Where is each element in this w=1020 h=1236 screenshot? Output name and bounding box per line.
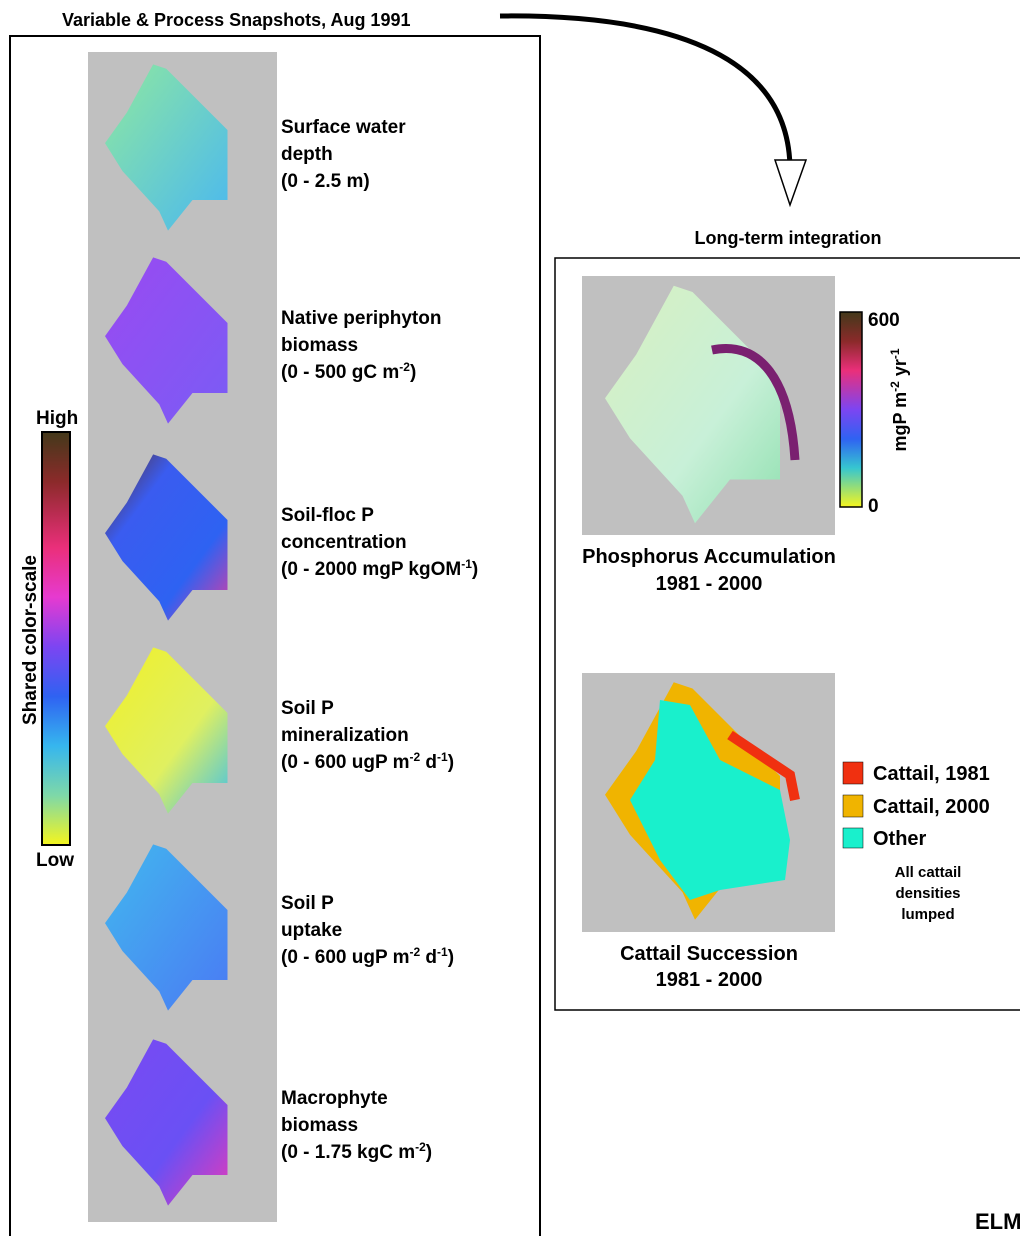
label-text: Soil P [281, 893, 334, 914]
legend-swatch [843, 762, 863, 784]
legend-label: Cattail, 2000 [873, 796, 990, 818]
corner-label: ELM [975, 1209, 1020, 1234]
label-text: ) [448, 752, 454, 773]
map-strip [88, 52, 277, 1222]
snapshot-label: Macrophyte [281, 1088, 388, 1109]
scale-high: High [36, 408, 78, 429]
label-text: (0 - 2.5 m) [281, 171, 370, 192]
label-text: Soil-floc P [281, 505, 374, 526]
label-text: Macrophyte [281, 1088, 388, 1109]
snapshot-label: (0 - 500 gC m-2) [281, 360, 416, 383]
label-text: (0 - 600 ugP m [281, 752, 409, 773]
snapshot-labels: Surface water depth (0 - 2.5 m) Native peri… [281, 117, 478, 1163]
caption: 1981 - 2000 [656, 573, 763, 595]
note: All cattail [895, 864, 962, 881]
figure: Variable & Process Snapshots, Aug 1991 H… [0, 0, 1020, 1236]
label-text: d [420, 752, 437, 773]
snapshot-label: (0 - 2.5 m) [281, 171, 370, 192]
label-text: (0 - 1.75 kgC m [281, 1142, 415, 1163]
snapshot-label: biomass [281, 1115, 358, 1136]
scale-low: Low [36, 850, 74, 871]
label-text: depth [281, 144, 333, 165]
superscript: -2 [409, 750, 420, 764]
superscript: -2 [409, 945, 420, 959]
label-text: Native periphyton [281, 308, 441, 329]
label-text: (0 - 500 gC m [281, 362, 399, 383]
arrow [500, 16, 790, 170]
arrow-head [775, 160, 806, 205]
note: densities [895, 885, 960, 902]
snapshot-label: biomass [281, 335, 358, 356]
superscript: -1 [437, 945, 448, 959]
label-text: (0 - 600 ugP m [281, 947, 409, 968]
label-text: mineralization [281, 725, 409, 746]
snapshot-label: (0 - 600 ugP m-2 d-1) [281, 945, 454, 968]
scale-label: Shared color-scale [20, 555, 41, 725]
snapshot-label: (0 - 2000 mgP kgOM-1) [281, 557, 478, 580]
snapshot-label: Soil-floc P [281, 505, 374, 526]
label-text: ) [426, 1142, 432, 1163]
snapshot-label: Native periphyton [281, 308, 441, 329]
colorbar-max: 600 [868, 310, 900, 331]
legend-label: Cattail, 1981 [873, 763, 990, 785]
label-text: ) [472, 559, 478, 580]
snapshot-label: Soil P [281, 893, 334, 914]
snapshot-label: uptake [281, 920, 342, 941]
label-text: ) [448, 947, 454, 968]
label-text: Surface water [281, 117, 406, 138]
phosphorus-colorbar [840, 312, 862, 507]
superscript: -1 [461, 557, 472, 571]
snapshot-label: (0 - 600 ugP m-2 d-1) [281, 750, 454, 773]
note: lumped [901, 906, 954, 923]
caption: 1981 - 2000 [656, 969, 763, 991]
label-text: (0 - 2000 mgP kgOM [281, 559, 461, 580]
label-text: biomass [281, 335, 358, 356]
caption: Phosphorus Accumulation [582, 546, 836, 568]
snapshot-label: (0 - 1.75 kgC m-2) [281, 1140, 432, 1163]
left-title: Variable & Process Snapshots, Aug 1991 [62, 10, 410, 30]
snapshot-label: concentration [281, 532, 407, 553]
legend-swatch [843, 828, 863, 848]
label-text: ) [410, 362, 416, 383]
colorbar-unit: mgP m-2 yr-1 [888, 348, 910, 451]
label-text: biomass [281, 1115, 358, 1136]
label-text: d [420, 947, 437, 968]
label-text: uptake [281, 920, 342, 941]
color-scale [42, 432, 70, 845]
snapshot-label: depth [281, 144, 333, 165]
legend-label: Other [873, 828, 927, 850]
snapshot-label: Surface water [281, 117, 406, 138]
colorbar-min: 0 [868, 496, 879, 517]
label-text: concentration [281, 532, 407, 553]
snapshot-label: mineralization [281, 725, 409, 746]
right-title: Long-term integration [695, 228, 882, 248]
legend-swatch [843, 795, 863, 817]
superscript: -2 [415, 1140, 426, 1154]
superscript: -2 [399, 360, 410, 374]
superscript: -1 [437, 750, 448, 764]
snapshot-label: Soil P [281, 698, 334, 719]
caption: Cattail Succession [620, 943, 798, 965]
label-text: Soil P [281, 698, 334, 719]
